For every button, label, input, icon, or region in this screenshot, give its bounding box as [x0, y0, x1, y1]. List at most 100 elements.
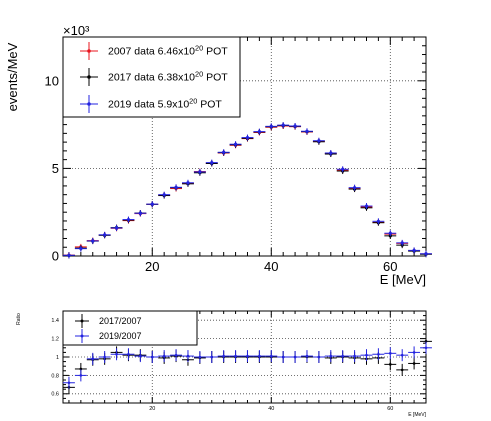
ratio-legend-marker-dot: [80, 319, 84, 323]
ratio-legend-marker-dot: [80, 334, 84, 338]
main-point-marker: [281, 123, 285, 127]
main-data-point: [158, 191, 171, 198]
main-legend-label: 2007 data 6.46x1020 POT: [108, 43, 228, 58]
ratio-x-tick-label: 20: [149, 406, 155, 412]
main-data-point: [253, 128, 266, 135]
main-y-tick-label: 0: [52, 249, 59, 264]
ratio-data-point: [408, 346, 421, 359]
ratio-legend-item: 2019/2007: [75, 329, 142, 343]
ratio-y-axis-label: Ratio: [16, 313, 22, 325]
main-point-marker: [126, 217, 131, 222]
main-x-tick-label: 40: [264, 259, 278, 274]
ratio-data-point: [348, 350, 361, 363]
main-data-point: [241, 134, 254, 141]
main-data-point: [336, 166, 349, 173]
ratio-data-point: [74, 369, 87, 382]
main-legend-item: 2007 data 6.46x1020 POT: [80, 42, 228, 60]
ratio-point-marker: [79, 374, 83, 377]
main-point-marker: [400, 241, 404, 245]
ratio-y-tick-label: 1.4: [51, 318, 59, 324]
main-point-marker: [329, 151, 333, 155]
main-point-marker: [138, 211, 142, 215]
main-point-marker: [317, 139, 321, 143]
ratio-point-marker: [198, 355, 202, 359]
ratio-data-point: [301, 350, 313, 363]
main-data-point: [134, 210, 147, 217]
ratio-x-tick-label: 60: [387, 406, 393, 412]
ratio-data-point: [122, 348, 135, 361]
ratio-data-point: [408, 357, 421, 370]
ratio-point-marker: [293, 355, 297, 359]
ratio-point-marker: [400, 368, 404, 372]
ratio-point-marker: [67, 381, 71, 385]
ratio-y-tick-label: 1: [56, 355, 59, 361]
main-point-marker: [293, 124, 297, 128]
main-point-marker: [364, 204, 369, 208]
main-data-point: [396, 239, 409, 246]
main-data-point: [63, 252, 75, 259]
main-series-0: [63, 123, 432, 259]
main-data-point: [420, 250, 432, 257]
ratio-legend-label: 2017/2007: [99, 316, 142, 326]
ratio-y-tick-label: 1.2: [51, 337, 59, 343]
ratio-point-marker: [222, 354, 225, 358]
main-y-tick-label: 5: [52, 161, 59, 176]
ratio-point-marker: [400, 353, 404, 357]
main-point-marker: [245, 135, 250, 140]
main-x-axis-label: E [MeV]: [380, 272, 426, 287]
main-series-2: [63, 122, 432, 259]
main-point-marker: [352, 186, 357, 190]
ratio-point-marker: [150, 355, 154, 359]
main-data-point: [193, 168, 206, 175]
ratio-data-point: [205, 351, 218, 363]
main-series-1: [63, 122, 432, 259]
main-data-point: [86, 237, 99, 244]
ratio-point-marker: [341, 354, 344, 358]
ratio-point-marker: [210, 355, 214, 359]
main-data-point: [384, 230, 397, 237]
ratio-point-marker: [174, 353, 178, 357]
main-y-tick-label: 10: [45, 73, 59, 88]
ratio-x-axis-label: E [MeV]: [408, 412, 426, 418]
ratio-data-point: [396, 349, 409, 362]
ratio-data-point: [360, 349, 373, 362]
main-point-marker: [174, 185, 178, 189]
ratio-data-point: [289, 351, 302, 363]
main-data-point: [289, 123, 302, 130]
main-legend-label: 2019 data 5.9x1020 POT: [108, 96, 222, 111]
main-data-point: [146, 201, 159, 208]
ratio-point-marker: [79, 367, 83, 371]
ratio-data-point: [372, 348, 385, 361]
main-data-point: [110, 224, 123, 231]
ratio-legend-box: [62, 310, 198, 346]
ratio-data-point: [98, 351, 111, 363]
main-point-marker: [257, 130, 261, 134]
ratio-legend: 2017/2007 2019/2007: [62, 310, 198, 346]
main-data-point: [277, 122, 290, 129]
main-legend-item: 2017 data 6.38x1020 POT: [80, 68, 228, 86]
main-data-point: [205, 159, 218, 166]
main-data-point: [182, 179, 194, 186]
main-data-point: [170, 184, 183, 191]
ratio-point-marker: [162, 354, 166, 358]
ratio-data-point: [420, 341, 432, 354]
main-point-marker: [186, 181, 190, 185]
ratio-data-point: [217, 350, 230, 363]
main-point-marker: [210, 161, 214, 165]
ratio-point-marker: [329, 354, 333, 358]
main-y-exponent-label: ×10³: [63, 23, 90, 38]
ratio-point-marker: [388, 352, 392, 355]
main-data-point: [217, 149, 230, 156]
ratio-data-point: [146, 351, 159, 363]
ratio-data-point: [182, 350, 194, 363]
main-point-marker: [79, 247, 83, 251]
main-panel: events/MeV ×10³ E [MeV] 20 40 60 0 5 10 2007 …: [5, 23, 432, 287]
ratio-point-marker: [186, 354, 190, 358]
ratio-data-point: [277, 351, 290, 363]
main-legend-marker-dot: [87, 75, 91, 79]
ratio-data-point: [86, 352, 99, 365]
ratio-point-marker: [412, 362, 416, 365]
main-data-point: [301, 128, 313, 135]
main-point-marker: [103, 233, 107, 237]
main-legend-label: 2017 data 6.38x1020 POT: [108, 69, 228, 84]
